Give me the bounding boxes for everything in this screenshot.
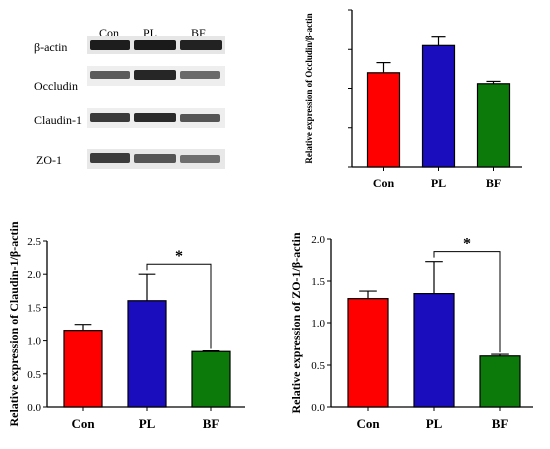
zo1-xtick-label-bf: BF [492,416,509,431]
zo1-xtick-label-con: Con [356,416,380,431]
band-beta-actin-bf [180,40,222,50]
band-zo1-bf [180,155,220,163]
claudin-bar-con [63,330,103,408]
claudin-xtick-label-bf: BF [203,416,220,431]
occludin-xtick-label-pl: PL [431,176,446,190]
western-blot-panel: Con PL BF β-actin Occludin Claudin-1 ZO-… [0,0,240,180]
band-occludin-pl [134,70,176,80]
zo1-ylabel: Relative expression of ZO-1/β-actin [289,232,303,413]
band-claudin-con [90,113,130,122]
band-occludin-bf [180,71,220,79]
band-beta-actin-con [90,40,130,50]
zo1-ytick-label: 0.0 [311,402,325,414]
band-beta-actin-pl [134,40,176,50]
occludin-xtick-label-bf: BF [486,176,501,190]
claudin-ytick-label: 2.0 [27,269,41,281]
blot-label-beta-actin: β-actin [34,40,68,54]
occludin-ylabel: Relative expression of Occludin/β-actin [304,13,314,163]
zo1-ytick-label: 1.5 [311,276,325,288]
claudin-xtick-label-con: Con [71,416,95,431]
claudin-ytick-label: 0.5 [27,369,41,381]
claudin-bar-bf [191,350,231,408]
band-claudin-bf [180,114,220,122]
zo1-xtick-label-pl: PL [426,416,443,431]
zo1-significance-bracket [433,251,501,353]
zo1-bar-pl [413,293,455,408]
claudin-significance-bracket [146,263,212,349]
zo1-bar-bf [479,355,521,408]
occludin-bar-pl [421,44,456,168]
blot-label-occludin: Occludin [34,79,78,93]
band-zo1-pl [134,154,176,163]
occludin-xtick-label-con: Con [373,176,395,190]
zo1-ytick-label: 2.0 [311,234,325,246]
zo1-significance-star: * [463,236,471,253]
occludin-bar-bf [476,83,511,168]
zo1-ytick-label: 1.0 [311,318,325,330]
claudin-significance-star: * [175,248,183,265]
zo1-bar-con [347,298,389,408]
claudin-ylabel: Relative expression of Claudin-1/β-actin [7,221,21,426]
zo1-ytick-label: 0.5 [311,360,325,372]
band-claudin-pl [134,113,176,122]
blot-label-zo1: ZO-1 [36,153,62,167]
band-occludin-con [90,71,130,79]
blot-label-claudin: Claudin-1 [34,113,82,127]
claudin-ytick-label: 0.0 [27,402,41,414]
claudin-ytick-label: 1.5 [27,302,41,314]
claudin-ytick-label: 2.5 [27,236,41,248]
claudin-ytick-label: 1.0 [27,336,41,348]
band-zo1-con [90,153,130,163]
claudin-xtick-label-pl: PL [139,416,156,431]
